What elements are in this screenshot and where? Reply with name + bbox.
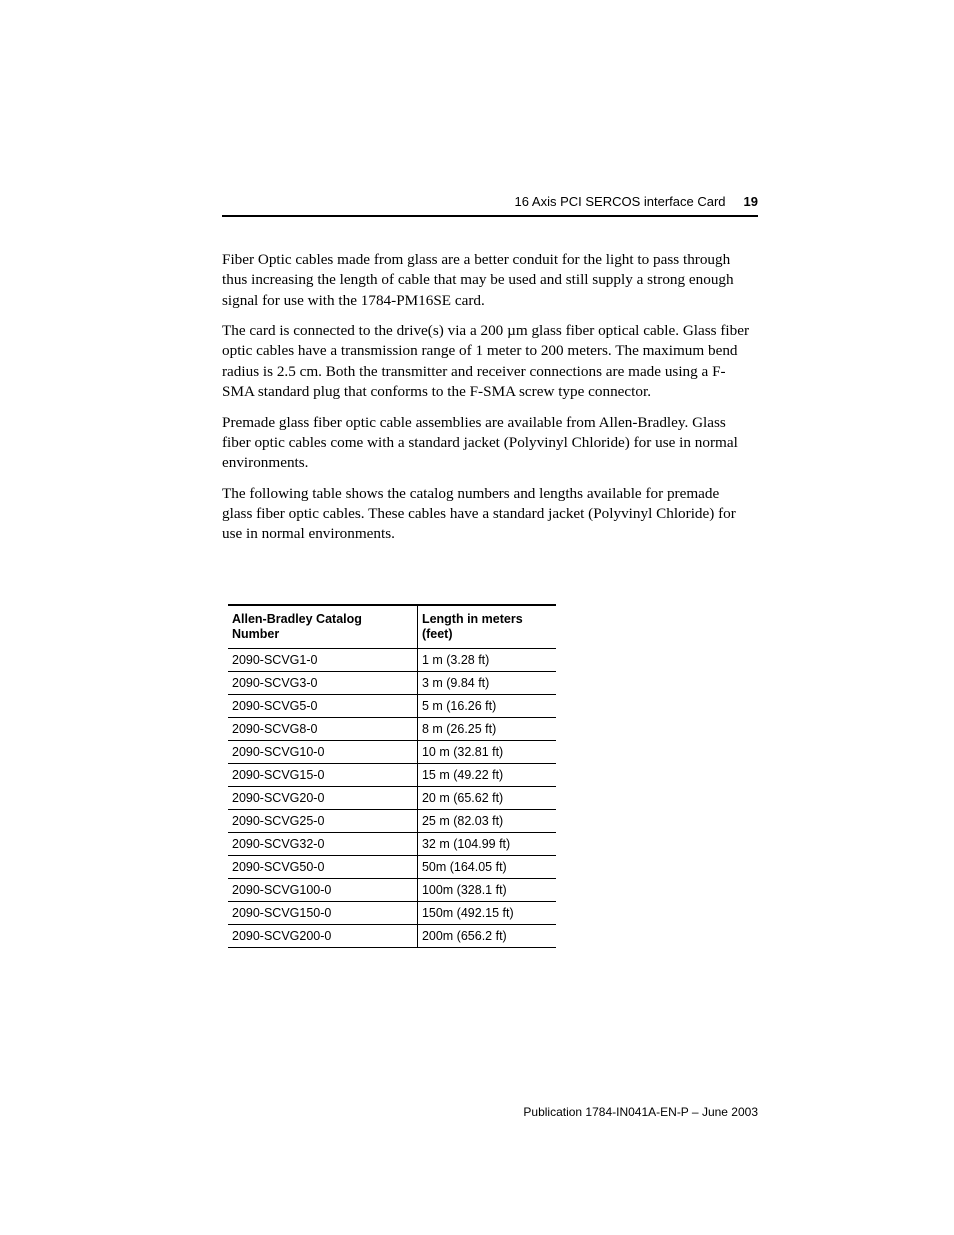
- table-cell-length: 20 m (65.62 ft): [417, 787, 556, 810]
- table-row: 2090-SCVG15-015 m (49.22 ft): [228, 764, 556, 787]
- paragraph-4: The following table shows the catalog nu…: [222, 484, 750, 545]
- table-cell-length: 100m (328.1 ft): [417, 879, 556, 902]
- table-col-header-catalog: Allen-Bradley Catalog Number: [228, 605, 417, 649]
- table-row: 2090-SCVG3-03 m (9.84 ft): [228, 672, 556, 695]
- page-footer: Publication 1784-IN041A-EN-P – June 2003: [523, 1105, 758, 1119]
- table-cell-length: 15 m (49.22 ft): [417, 764, 556, 787]
- table-row: 2090-SCVG100-0100m (328.1 ft): [228, 879, 556, 902]
- table-row: 2090-SCVG200-0200m (656.2 ft): [228, 925, 556, 948]
- table-cell-catalog: 2090-SCVG200-0: [228, 925, 417, 948]
- page-header: 16 Axis PCI SERCOS interface Card 19: [222, 194, 758, 217]
- table-cell-length: 1 m (3.28 ft): [417, 649, 556, 672]
- table-cell-catalog: 2090-SCVG100-0: [228, 879, 417, 902]
- table-row: 2090-SCVG5-05 m (16.26 ft): [228, 695, 556, 718]
- table-cell-length: 32 m (104.99 ft): [417, 833, 556, 856]
- table-cell-length: 3 m (9.84 ft): [417, 672, 556, 695]
- table-cell-length: 150m (492.15 ft): [417, 902, 556, 925]
- table-cell-catalog: 2090-SCVG3-0: [228, 672, 417, 695]
- table-col-header-length: Length in meters (feet): [417, 605, 556, 649]
- table-row: 2090-SCVG20-020 m (65.62 ft): [228, 787, 556, 810]
- table-head: Allen-Bradley Catalog Number Length in m…: [228, 605, 556, 649]
- header-title: 16 Axis PCI SERCOS interface Card: [515, 194, 726, 209]
- table-cell-catalog: 2090-SCVG32-0: [228, 833, 417, 856]
- table-cell-catalog: 2090-SCVG50-0: [228, 856, 417, 879]
- table-cell-length: 5 m (16.26 ft): [417, 695, 556, 718]
- paragraph-3: Premade glass fiber optic cable assembli…: [222, 413, 750, 474]
- table-row: 2090-SCVG25-025 m (82.03 ft): [228, 810, 556, 833]
- cable-table: Allen-Bradley Catalog Number Length in m…: [228, 604, 556, 948]
- header-rule: [222, 215, 758, 217]
- table-row: 2090-SCVG1-01 m (3.28 ft): [228, 649, 556, 672]
- header-line: 16 Axis PCI SERCOS interface Card 19: [222, 194, 758, 209]
- table-cell-length: 8 m (26.25 ft): [417, 718, 556, 741]
- table-cell-catalog: 2090-SCVG150-0: [228, 902, 417, 925]
- table-row: 2090-SCVG50-050m (164.05 ft): [228, 856, 556, 879]
- table-cell-catalog: 2090-SCVG15-0: [228, 764, 417, 787]
- body-text: Fiber Optic cables made from glass are a…: [222, 250, 750, 555]
- table-cell-length: 25 m (82.03 ft): [417, 810, 556, 833]
- table-cell-catalog: 2090-SCVG25-0: [228, 810, 417, 833]
- table-row: 2090-SCVG32-032 m (104.99 ft): [228, 833, 556, 856]
- table-cell-catalog: 2090-SCVG20-0: [228, 787, 417, 810]
- paragraph-2: The card is connected to the drive(s) vi…: [222, 321, 750, 402]
- page: 16 Axis PCI SERCOS interface Card 19 Fib…: [0, 0, 954, 1235]
- header-page-number: 19: [744, 194, 758, 209]
- table-cell-catalog: 2090-SCVG5-0: [228, 695, 417, 718]
- table-cell-catalog: 2090-SCVG8-0: [228, 718, 417, 741]
- table-cell-length: 200m (656.2 ft): [417, 925, 556, 948]
- table-body: 2090-SCVG1-01 m (3.28 ft)2090-SCVG3-03 m…: [228, 649, 556, 948]
- paragraph-1: Fiber Optic cables made from glass are a…: [222, 250, 750, 311]
- table-cell-catalog: 2090-SCVG10-0: [228, 741, 417, 764]
- table-cell-length: 10 m (32.81 ft): [417, 741, 556, 764]
- table-row: 2090-SCVG8-08 m (26.25 ft): [228, 718, 556, 741]
- table-row: 2090-SCVG10-010 m (32.81 ft): [228, 741, 556, 764]
- cable-table-wrap: Allen-Bradley Catalog Number Length in m…: [228, 604, 556, 948]
- table-row: 2090-SCVG150-0150m (492.15 ft): [228, 902, 556, 925]
- table-cell-catalog: 2090-SCVG1-0: [228, 649, 417, 672]
- table-cell-length: 50m (164.05 ft): [417, 856, 556, 879]
- table-header-row: Allen-Bradley Catalog Number Length in m…: [228, 605, 556, 649]
